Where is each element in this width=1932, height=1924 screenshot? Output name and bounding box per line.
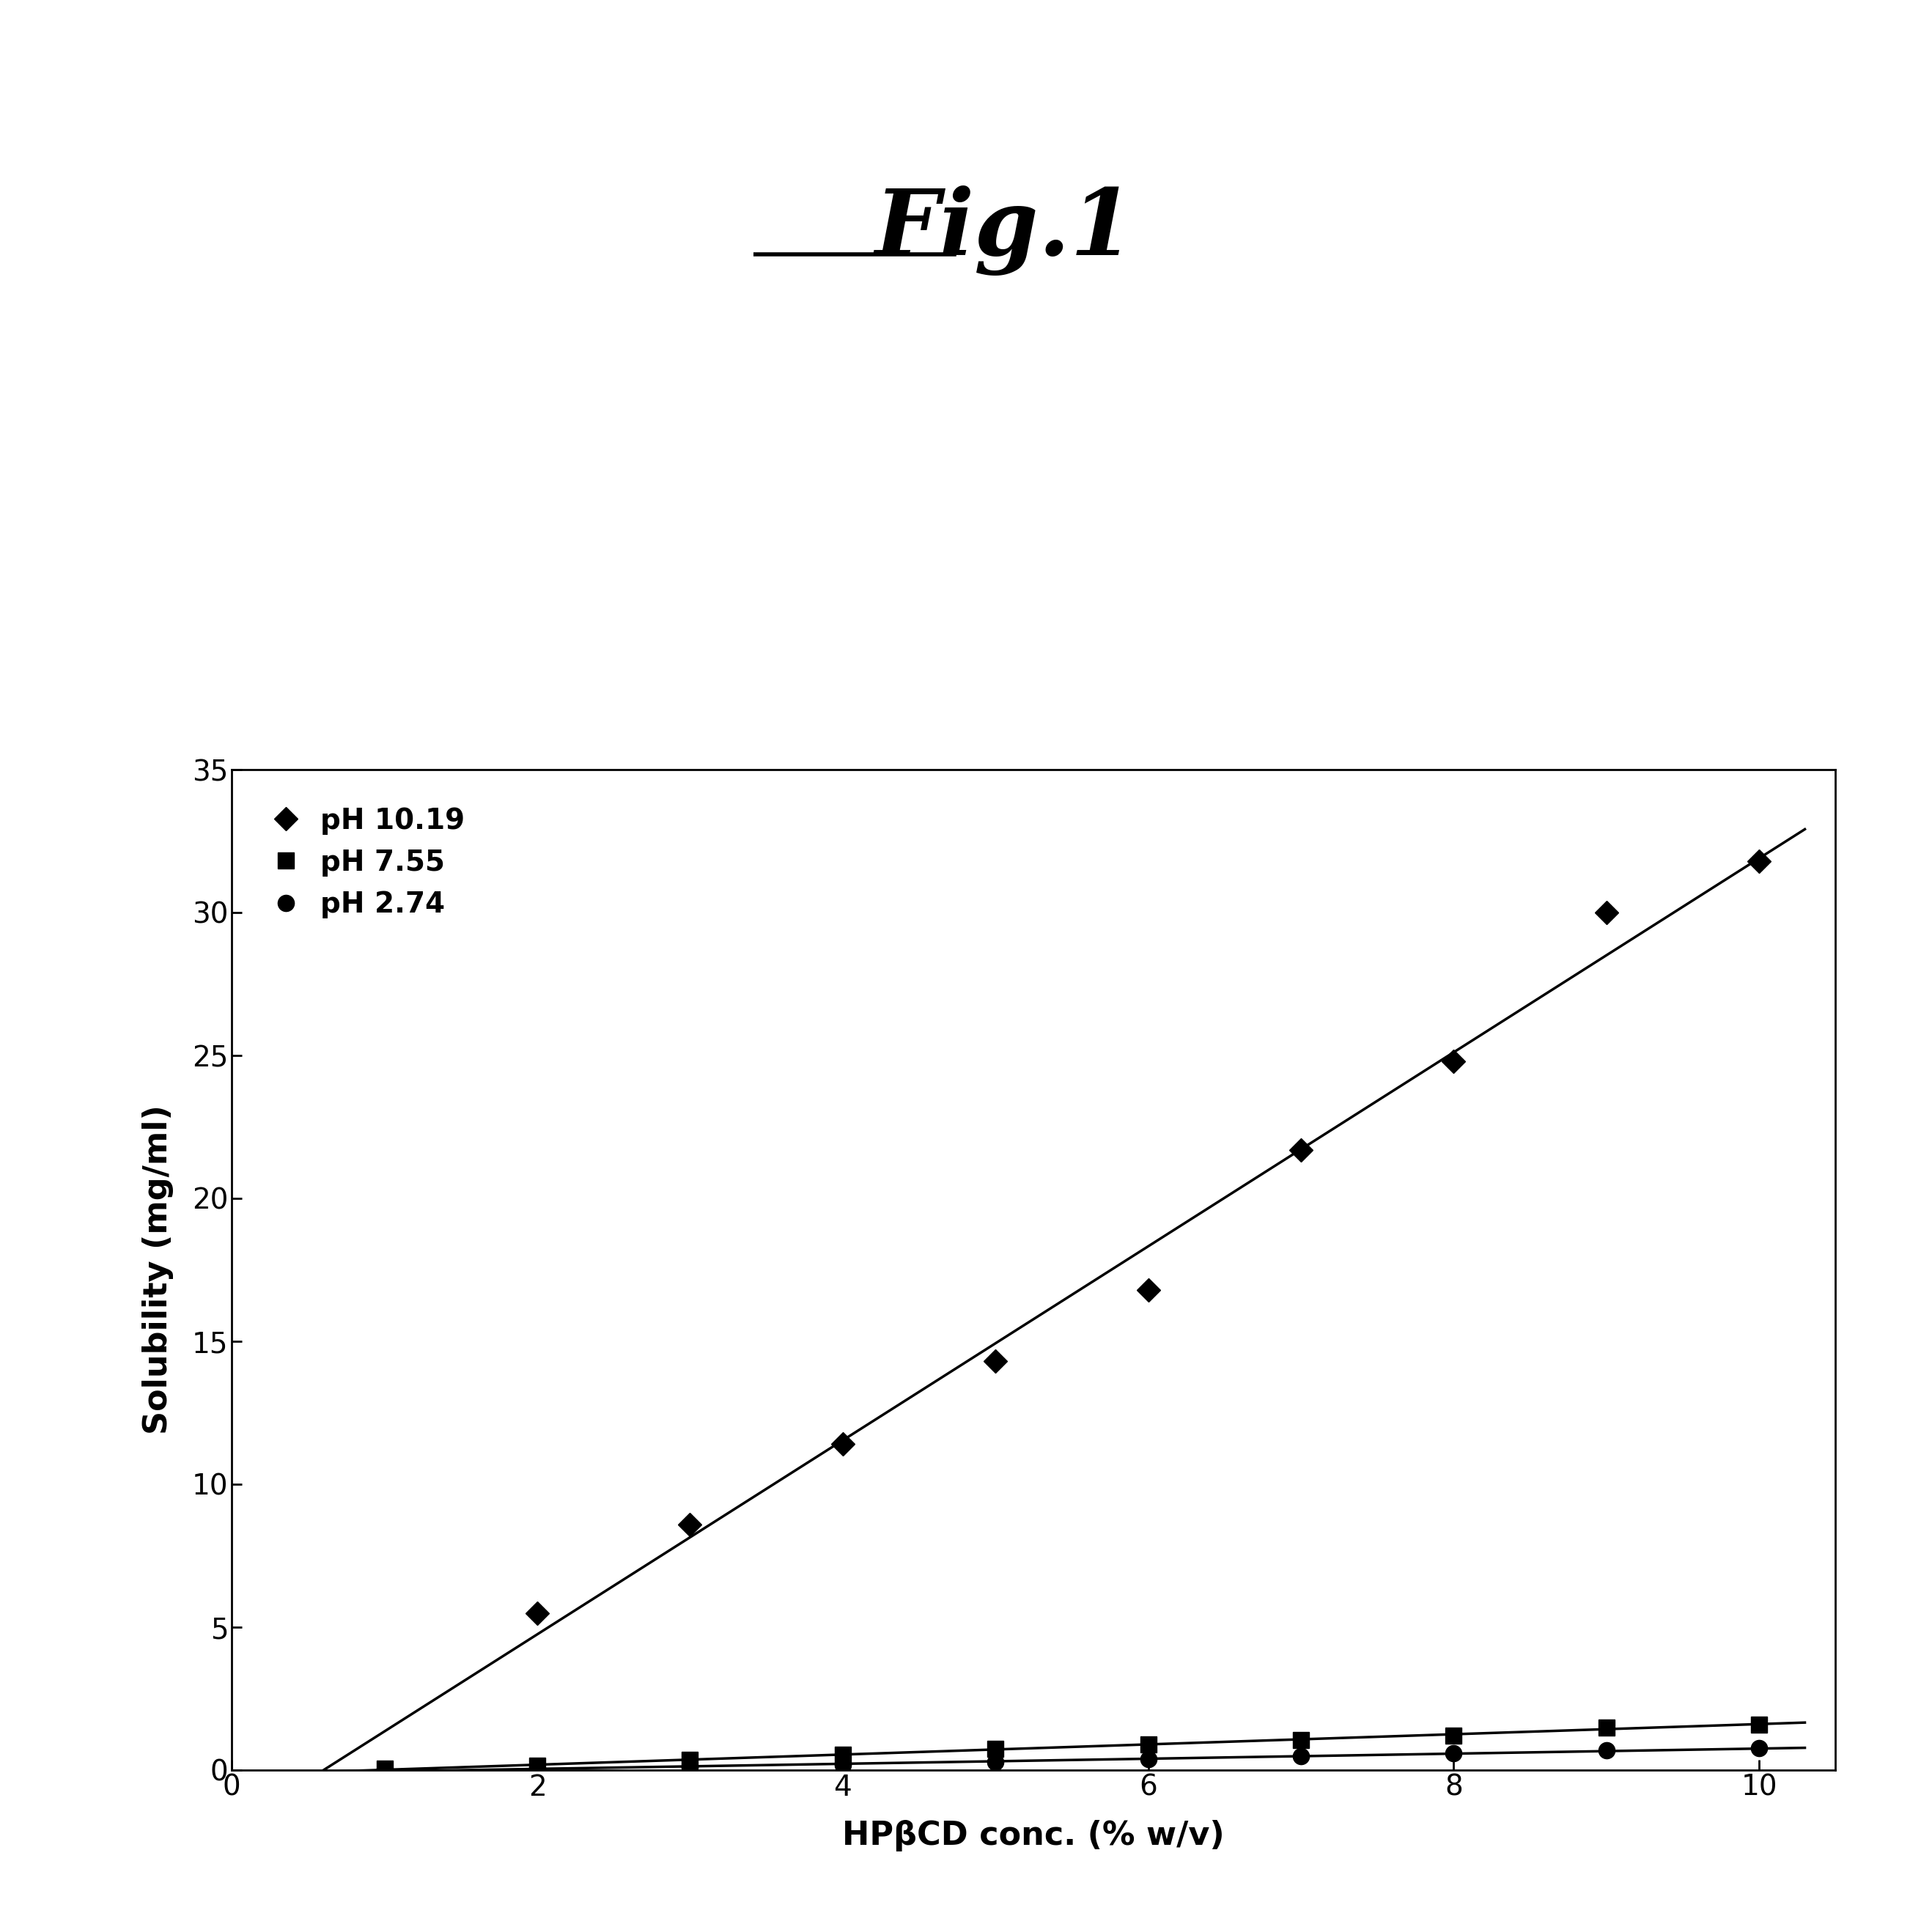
Legend: pH 10.19, pH 7.55, pH 2.74: pH 10.19, pH 7.55, pH 2.74 — [245, 783, 487, 941]
Text: Fig.1: Fig.1 — [875, 187, 1134, 275]
X-axis label: HPβCD conc. (% w/v): HPβCD conc. (% w/v) — [842, 1820, 1225, 1851]
Y-axis label: Solubility (mg/ml): Solubility (mg/ml) — [143, 1104, 174, 1435]
